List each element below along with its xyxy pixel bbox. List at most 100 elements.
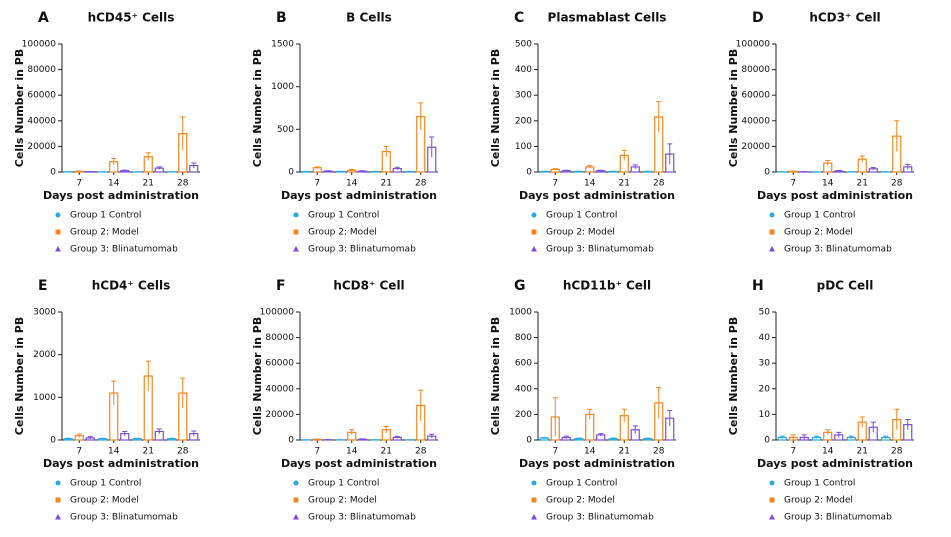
y-axis-label: Cells Number in PB [13,49,26,167]
error-bar [667,143,673,165]
error-bar [905,163,911,170]
legend-marker [769,514,775,520]
x-axis-label: Days post administration [757,457,913,470]
x-tick-label: 7 [314,447,320,457]
x-tick-label: 7 [790,447,796,457]
x-axis-label: Days post administration [281,189,437,202]
legend-label: Group 1 Control [70,211,141,221]
error-bar [122,169,128,172]
error-bar [645,170,651,172]
x-tick-label: 7 [552,447,558,457]
legend-label: Group 3: Blinatumomab [308,513,416,523]
x-tick-label: 28 [415,179,427,189]
error-bar [656,387,662,419]
legend-marker [769,480,775,486]
error-bar [576,170,582,172]
y-tick-label: 600 [515,359,532,369]
panel-title: Plasmablast Cells [548,11,667,25]
legend-label: Group 1 Control [784,479,855,489]
y-tick-label: 1500 [271,40,294,50]
error-bar [552,168,558,171]
error-bar [814,435,820,439]
y-tick-label: 800 [515,333,532,343]
y-tick-label: 80000 [27,65,56,75]
x-axis-label: Days post administration [43,189,199,202]
x-tick-label: 7 [552,179,558,189]
error-bar [632,425,638,434]
error-bar [598,433,604,437]
y-tick-label: 100000 [22,40,57,50]
y-tick-label: 20000 [27,142,56,152]
x-tick-label: 14 [584,179,596,189]
y-tick-label: 20000 [265,410,294,420]
y-tick-label: 50 [759,308,771,318]
legend-marker [293,497,299,503]
y-tick-label: 200 [515,116,532,126]
x-tick-label: 21 [619,179,630,189]
y-tick-label: 60000 [265,359,294,369]
y-tick-label: 30 [759,359,771,369]
y-tick-label: 20 [759,384,771,394]
error-bar [76,433,82,438]
y-axis-label: Cells Number in PB [13,317,26,435]
y-axis-label: Cells Number in PB [489,49,502,167]
legend-marker [55,212,61,218]
x-axis-label: Days post administration [281,457,437,470]
error-bar [65,437,71,440]
legend-label: Group 3: Blinatumomab [70,513,178,523]
y-axis-label: Cells Number in PB [489,317,502,435]
error-bar [111,380,117,406]
error-bar [905,419,911,430]
error-bar [156,166,162,170]
legend-label: Group 2: Model [546,228,615,238]
legend-label: Group 1 Control [784,211,855,221]
legend-marker [55,229,61,235]
legend-label: Group 1 Control [70,479,141,489]
y-tick-label: 400 [515,384,532,394]
error-bar [870,167,876,171]
error-bar [645,437,651,440]
x-axis-label: Days post administration [519,189,675,202]
legend-marker [769,497,775,503]
y-axis-label: Cells Number in PB [727,49,740,167]
error-bar [541,436,547,439]
panel-title: hCD8⁺ Cell [333,279,404,293]
error-bar [541,170,547,172]
x-tick-label: 28 [177,179,189,189]
error-bar [825,159,831,166]
error-bar [394,166,400,170]
y-tick-label: 200 [515,410,532,420]
y-tick-label: 0 [50,436,56,446]
x-tick-label: 28 [415,447,427,457]
x-tick-label: 28 [891,447,903,457]
y-tick-label: 40000 [741,116,770,126]
error-bar [145,152,151,161]
x-tick-label: 21 [143,447,154,457]
legend-marker [531,514,537,520]
panel-title: hCD3⁺ Cell [809,11,880,25]
error-bar [314,438,320,440]
error-bar [610,437,616,440]
y-tick-label: 20000 [741,142,770,152]
panel-letter: C [514,10,524,26]
error-bar [801,434,807,440]
y-tick-label: 0 [50,168,56,178]
y-tick-label: 100000 [736,40,771,50]
error-bar [894,120,900,152]
x-tick-label: 28 [653,447,665,457]
x-tick-label: 28 [891,179,903,189]
error-bar [825,429,831,435]
error-bar [100,437,106,440]
legend-label: Group 3: Blinatumomab [308,245,416,255]
x-axis-label: Days post administration [757,189,913,202]
y-tick-label: 60000 [27,91,56,101]
error-bar [76,170,82,172]
legend-marker [531,212,537,218]
error-bar [383,426,389,433]
x-tick-label: 7 [76,447,82,457]
error-bar [870,421,876,433]
error-bar [836,169,842,172]
error-bar [325,170,331,172]
x-tick-label: 21 [381,179,392,189]
panel-letter: H [752,278,764,294]
